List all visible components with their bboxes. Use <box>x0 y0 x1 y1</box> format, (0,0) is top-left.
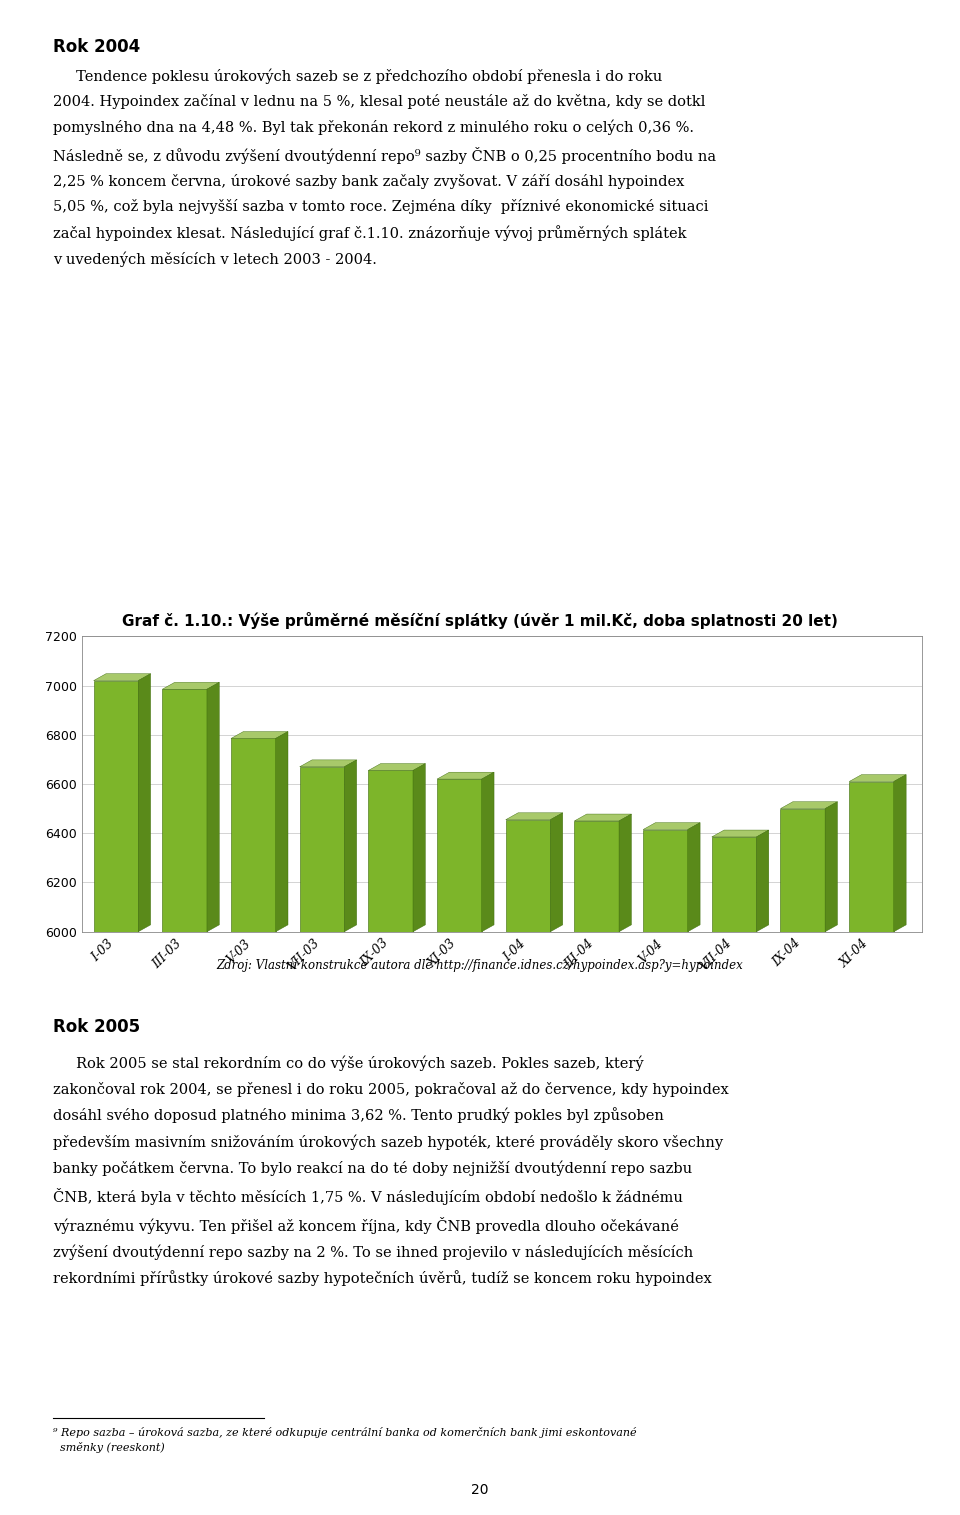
Polygon shape <box>207 682 219 932</box>
Bar <box>231 738 276 932</box>
Bar <box>162 689 207 932</box>
Polygon shape <box>894 774 906 932</box>
Text: Rok 2005 se stal rekordním co do výše úrokových sazeb. Pokles sazeb, který
zakon: Rok 2005 se stal rekordním co do výše úr… <box>53 1056 729 1286</box>
Polygon shape <box>643 823 700 830</box>
Polygon shape <box>850 774 906 782</box>
Text: Zdroj: Vlastní konstrukce autora dle http://finance.idnes.cz/hypoindex.asp?y=hyp: Zdroj: Vlastní konstrukce autora dle htt… <box>217 959 743 973</box>
Polygon shape <box>482 773 494 932</box>
Polygon shape <box>574 814 632 821</box>
Text: 20: 20 <box>471 1483 489 1497</box>
Polygon shape <box>276 732 288 932</box>
Polygon shape <box>94 674 151 680</box>
Text: Rok 2004: Rok 2004 <box>53 38 140 56</box>
Text: Rok 2005: Rok 2005 <box>53 1018 140 1036</box>
Polygon shape <box>687 823 700 932</box>
Text: Graf č. 1.10.: Výše průměrné měsíční splátky (úvěr 1 mil.Kč, doba splatnosti 20 : Graf č. 1.10.: Výše průměrné měsíční spl… <box>122 612 838 629</box>
Bar <box>369 771 413 932</box>
Bar <box>850 782 894 932</box>
Bar <box>300 767 345 932</box>
Bar <box>506 820 550 932</box>
Bar <box>643 830 687 932</box>
Bar <box>437 779 482 932</box>
Polygon shape <box>711 830 769 836</box>
Polygon shape <box>231 732 288 738</box>
Bar <box>94 680 138 932</box>
Polygon shape <box>550 814 563 932</box>
Bar <box>780 809 825 932</box>
Polygon shape <box>369 764 425 771</box>
Polygon shape <box>825 801 837 932</box>
Polygon shape <box>756 830 769 932</box>
Polygon shape <box>780 801 837 809</box>
Bar <box>711 836 756 932</box>
Text: ⁹ Repo sazba – úroková sazba, ze které odkupuje centrální banka od komerčních ba: ⁹ Repo sazba – úroková sazba, ze které o… <box>53 1427 636 1453</box>
Text: Tendence poklesu úrokových sazeb se z předchozího období přenesla i do roku
2004: Tendence poklesu úrokových sazeb se z př… <box>53 68 716 267</box>
Polygon shape <box>619 814 632 932</box>
Polygon shape <box>162 682 219 689</box>
Polygon shape <box>437 773 494 779</box>
Polygon shape <box>138 674 151 932</box>
Bar <box>574 821 619 932</box>
Polygon shape <box>413 764 425 932</box>
Polygon shape <box>345 761 357 932</box>
Polygon shape <box>300 761 357 767</box>
Polygon shape <box>506 814 563 820</box>
